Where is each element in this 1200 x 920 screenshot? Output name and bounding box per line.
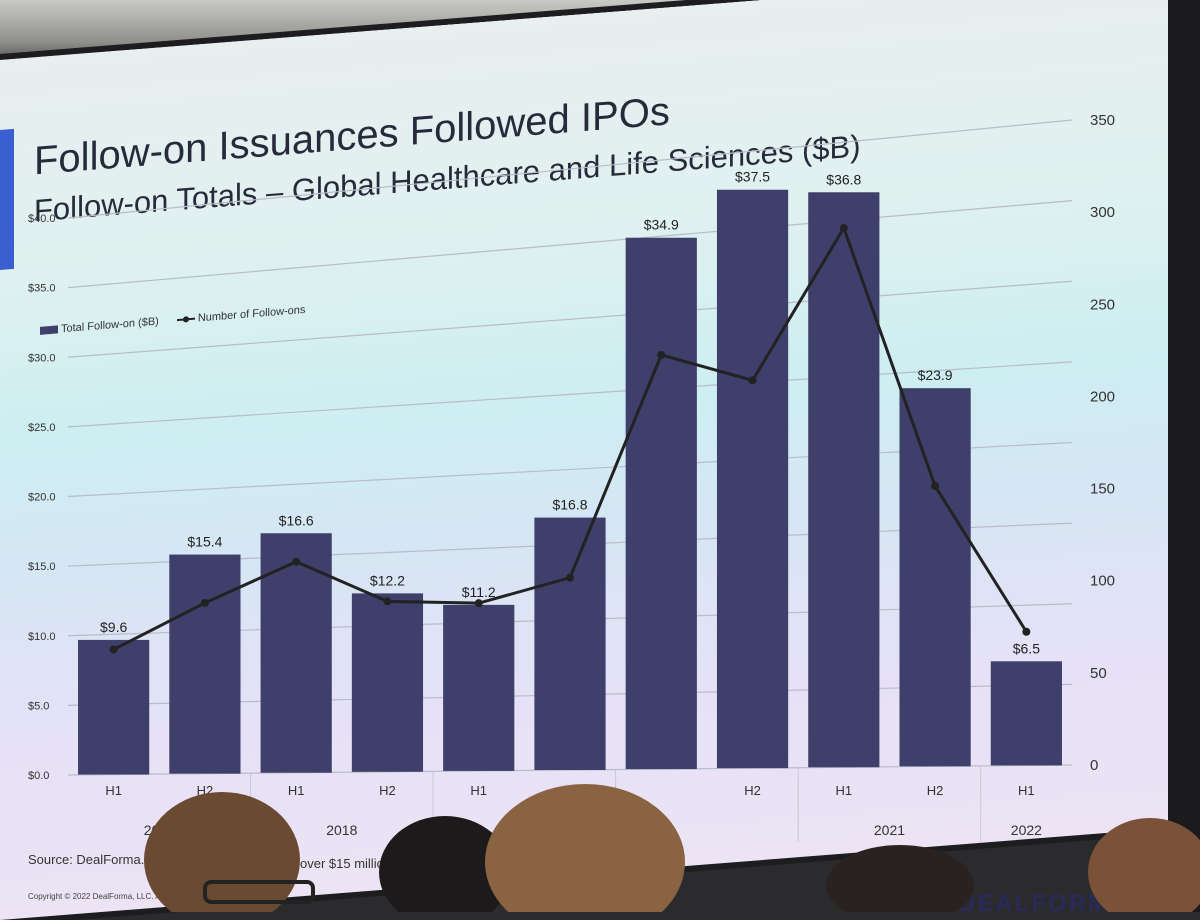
bar (351, 593, 424, 772)
bar-data-label: $9.6 (100, 619, 127, 635)
line-point (931, 482, 940, 491)
y-left-tick-label: $0.0 (28, 770, 49, 782)
bar-data-label: $34.9 (644, 217, 679, 233)
x-category-label: H2 (379, 783, 396, 798)
y-right-tick-label: 0 (1090, 757, 1098, 774)
bar (808, 192, 880, 768)
y-left-tick-label: $10.0 (28, 631, 56, 643)
gridline (67, 200, 1073, 289)
gridline (67, 119, 1073, 219)
y-left-tick-label: $25.0 (28, 422, 56, 434)
source-note-tail: over $15 million (300, 856, 392, 871)
bar-data-label: $11.2 (462, 584, 496, 600)
y-left-tick-label: $15.0 (28, 561, 56, 573)
x-category-label: H2 (197, 783, 214, 798)
bar-data-label: $16.8 (552, 497, 587, 513)
x-category-label: H1 (288, 783, 305, 798)
gridline (67, 361, 1073, 428)
x-category-label: H2 (927, 783, 944, 798)
y-left-tick-label: $20.0 (28, 492, 56, 504)
x-year-label: 2021 (874, 822, 905, 838)
bar-data-label: $16.6 (279, 512, 314, 528)
bar (534, 517, 606, 770)
bar (899, 388, 971, 767)
bar-data-label: $6.5 (1013, 640, 1040, 656)
y-left-tick-label: $30.0 (28, 352, 56, 364)
x-category-label: H1 (470, 783, 487, 798)
brand-logo: DEALFORMA (958, 890, 1130, 917)
bar-data-label: $36.8 (826, 171, 861, 187)
bar (169, 554, 241, 774)
screen-frame (1168, 0, 1200, 912)
line-point (200, 598, 209, 607)
y-right-tick-label: 150 (1090, 481, 1115, 498)
line-point (566, 573, 574, 582)
y-right-tick-label: 50 (1090, 665, 1107, 682)
x-category-label: H1 (1018, 783, 1035, 798)
line-point (383, 597, 392, 606)
y-left-tick-label: $5.0 (28, 700, 49, 712)
y-right-tick-label: 200 (1090, 388, 1115, 405)
bar-data-label: $23.9 (918, 367, 953, 383)
y-right-tick-label: 300 (1090, 204, 1115, 221)
line-point (748, 376, 757, 385)
x-year-label: 2018 (326, 822, 357, 838)
bar (78, 639, 150, 775)
source-note: Source: DealForma.com (28, 852, 169, 867)
x-year-label: 2022 (1011, 822, 1042, 838)
bar (990, 661, 1062, 766)
gridline (67, 280, 1073, 358)
copyright-note: Copyright © 2022 DealForma, LLC. All (28, 892, 165, 901)
bar (443, 604, 515, 771)
y-right-tick-label: 100 (1090, 573, 1115, 590)
x-category-label: H1 (836, 783, 853, 798)
x-category-label: H2 (744, 783, 761, 798)
line-point (292, 557, 301, 566)
line-point (474, 599, 483, 608)
y-left-tick-label: $35.0 (28, 283, 56, 295)
y-right-tick-label: 250 (1090, 296, 1115, 313)
bar (260, 533, 332, 773)
x-category-label: H1 (105, 783, 122, 798)
y-left-tick-label: $40.0 (28, 213, 56, 225)
x-category-label: H2 (562, 783, 579, 798)
line-point (1022, 627, 1031, 636)
line-point (657, 350, 666, 359)
bar-data-label: $15.4 (187, 534, 222, 550)
x-year-label: 2017 (144, 822, 175, 838)
line-point (839, 223, 848, 232)
line-point (109, 645, 118, 654)
bar-data-label: $12.2 (370, 572, 405, 588)
y-right-tick-label: 350 (1090, 112, 1115, 129)
bar (716, 189, 789, 769)
bar-data-label: $37.5 (735, 169, 770, 185)
bar (625, 237, 697, 770)
